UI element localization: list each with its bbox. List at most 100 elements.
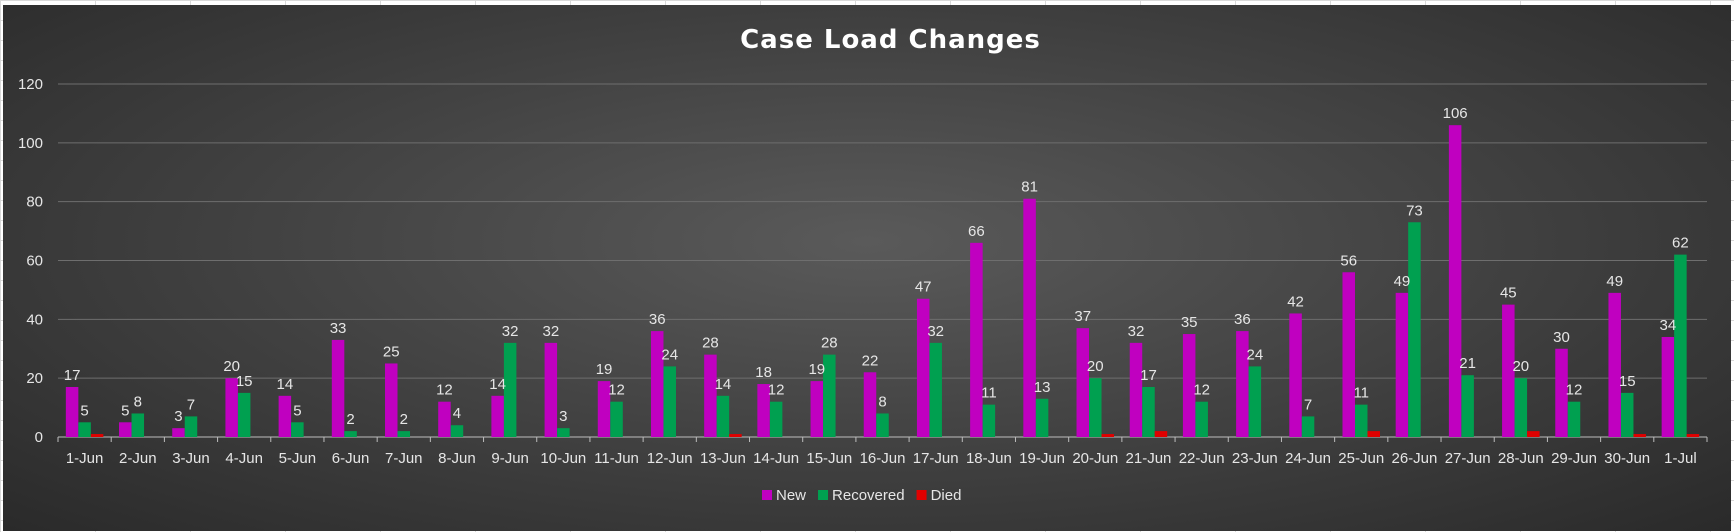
bar-new-18-Jun[interactable] [970, 242, 983, 437]
bar-recovered-12-Jun[interactable] [663, 366, 676, 437]
bar-new-8-Jun[interactable] [438, 401, 451, 437]
bar-new-13-Jun[interactable] [704, 354, 717, 437]
bar-recovered-10-Jun[interactable] [557, 428, 570, 437]
bar-recovered-19-Jun[interactable] [1035, 398, 1049, 437]
data-label: 66 [968, 223, 985, 240]
y-tick-label: 60 [26, 253, 43, 270]
bar-recovered-15-Jun[interactable] [823, 354, 836, 437]
bar-new-11-Jun[interactable] [597, 381, 611, 437]
bar-recovered-20-Jun[interactable] [1089, 378, 1102, 437]
y-tick-label: 100 [18, 135, 43, 152]
bar-recovered-23-Jun[interactable] [1248, 366, 1262, 437]
data-label: 36 [649, 311, 666, 328]
bar-new-14-Jun[interactable] [757, 384, 770, 437]
bar-recovered-22-Jun[interactable] [1195, 401, 1208, 437]
bar-new-7-Jun[interactable] [385, 363, 398, 437]
data-label: 28 [702, 335, 719, 352]
data-label: 11 [1353, 385, 1369, 402]
bar-new-2-Jun[interactable] [119, 422, 132, 437]
bar-new-20-Jun[interactable] [1076, 328, 1090, 437]
bar-recovered-5-Jun[interactable] [291, 422, 304, 437]
bar-recovered-29-Jun[interactable] [1567, 401, 1581, 437]
bar-died-1-Jun[interactable] [90, 434, 104, 437]
bar-recovered-6-Jun[interactable] [344, 431, 357, 437]
legend-item-recovered[interactable]: Recovered [818, 487, 905, 504]
data-label: 2 [346, 411, 354, 428]
bar-recovered-27-Jun[interactable] [1461, 375, 1474, 437]
chart-area[interactable] [3, 5, 1731, 531]
data-label: 45 [1500, 285, 1517, 302]
bar-new-16-Jun[interactable] [863, 372, 877, 437]
data-label: 37 [1074, 308, 1091, 325]
x-tick-label: 4-Jun [225, 450, 263, 467]
bar-new-4-Jun[interactable] [225, 378, 238, 437]
bar-recovered-8-Jun[interactable] [450, 425, 464, 437]
data-label: 2 [400, 411, 408, 428]
bar-new-6-Jun[interactable] [331, 339, 345, 437]
bar-new-5-Jun[interactable] [278, 395, 292, 437]
bar-new-25-Jun[interactable] [1342, 272, 1355, 437]
bar-recovered-28-Jun[interactable] [1514, 378, 1528, 437]
bar-new-17-Jun[interactable] [916, 298, 930, 437]
legend-swatch [916, 490, 927, 500]
x-tick-label: 19-Jun [1019, 450, 1065, 467]
bar-recovered-3-Jun[interactable] [184, 416, 198, 437]
bar-new-21-Jun[interactable] [1129, 342, 1143, 437]
data-label: 19 [808, 361, 825, 378]
bar-recovered-17-Jun[interactable] [929, 342, 942, 437]
bar-recovered-21-Jun[interactable] [1142, 386, 1155, 437]
data-label: 17 [1140, 367, 1157, 384]
data-label: 8 [878, 393, 886, 410]
bar-new-30-Jun[interactable] [1608, 292, 1621, 437]
data-label: 42 [1287, 293, 1304, 310]
bar-died-20-Jun[interactable] [1101, 434, 1115, 437]
bar-new-19-Jun[interactable] [1023, 198, 1036, 437]
bar-died-13-Jun[interactable] [729, 434, 742, 437]
bar-died-30-Jun[interactable] [1633, 434, 1646, 437]
x-tick-label: 9-Jun [491, 450, 529, 467]
bar-recovered-25-Jun[interactable] [1354, 404, 1368, 437]
bar-new-23-Jun[interactable] [1236, 331, 1249, 437]
bar-died-21-Jun[interactable] [1154, 431, 1168, 437]
bar-new-27-Jun[interactable] [1448, 125, 1462, 437]
bar-new-22-Jun[interactable] [1182, 334, 1196, 437]
data-label: 33 [330, 320, 347, 337]
bar-recovered-13-Jun[interactable] [716, 395, 730, 437]
bar-new-10-Jun[interactable] [544, 342, 558, 437]
bar-new-9-Jun[interactable] [491, 395, 504, 437]
x-tick-label: 18-Jun [966, 450, 1012, 467]
data-label: 13 [1034, 379, 1051, 396]
bar-new-29-Jun[interactable] [1555, 348, 1568, 437]
x-tick-label: 5-Jun [279, 450, 317, 467]
bar-recovered-18-Jun[interactable] [982, 404, 996, 437]
bar-new-15-Jun[interactable] [810, 381, 824, 437]
bar-new-1-Jun[interactable] [65, 386, 79, 437]
bar-new-1-Jul[interactable] [1661, 336, 1675, 437]
bar-recovered-9-Jun[interactable] [503, 342, 517, 437]
bar-died-1-Jul[interactable] [1686, 434, 1700, 437]
data-label: 24 [661, 346, 678, 363]
bar-recovered-1-Jun[interactable] [78, 422, 91, 437]
bar-recovered-7-Jun[interactable] [397, 431, 411, 437]
bar-died-25-Jun[interactable] [1367, 431, 1380, 437]
bar-new-26-Jun[interactable] [1395, 292, 1409, 437]
bar-new-12-Jun[interactable] [650, 331, 664, 437]
data-label: 12 [768, 382, 785, 399]
bar-recovered-1-Jul[interactable] [1674, 254, 1687, 437]
bar-recovered-4-Jun[interactable] [237, 392, 251, 437]
bar-recovered-14-Jun[interactable] [769, 401, 783, 437]
legend-item-died[interactable]: Died [916, 487, 962, 504]
bar-recovered-26-Jun[interactable] [1408, 222, 1421, 437]
bar-recovered-16-Jun[interactable] [876, 413, 889, 437]
bar-new-24-Jun[interactable] [1289, 313, 1302, 437]
bar-recovered-30-Jun[interactable] [1620, 392, 1634, 437]
data-label: 8 [134, 393, 142, 410]
data-label: 25 [383, 343, 400, 360]
legend-item-new[interactable]: New [762, 487, 806, 504]
bar-recovered-11-Jun[interactable] [610, 401, 623, 437]
bar-recovered-24-Jun[interactable] [1301, 416, 1315, 437]
bar-died-28-Jun[interactable] [1527, 431, 1540, 437]
bar-new-28-Jun[interactable] [1502, 304, 1515, 437]
bar-new-3-Jun[interactable] [172, 428, 185, 437]
bar-recovered-2-Jun[interactable] [131, 413, 145, 437]
